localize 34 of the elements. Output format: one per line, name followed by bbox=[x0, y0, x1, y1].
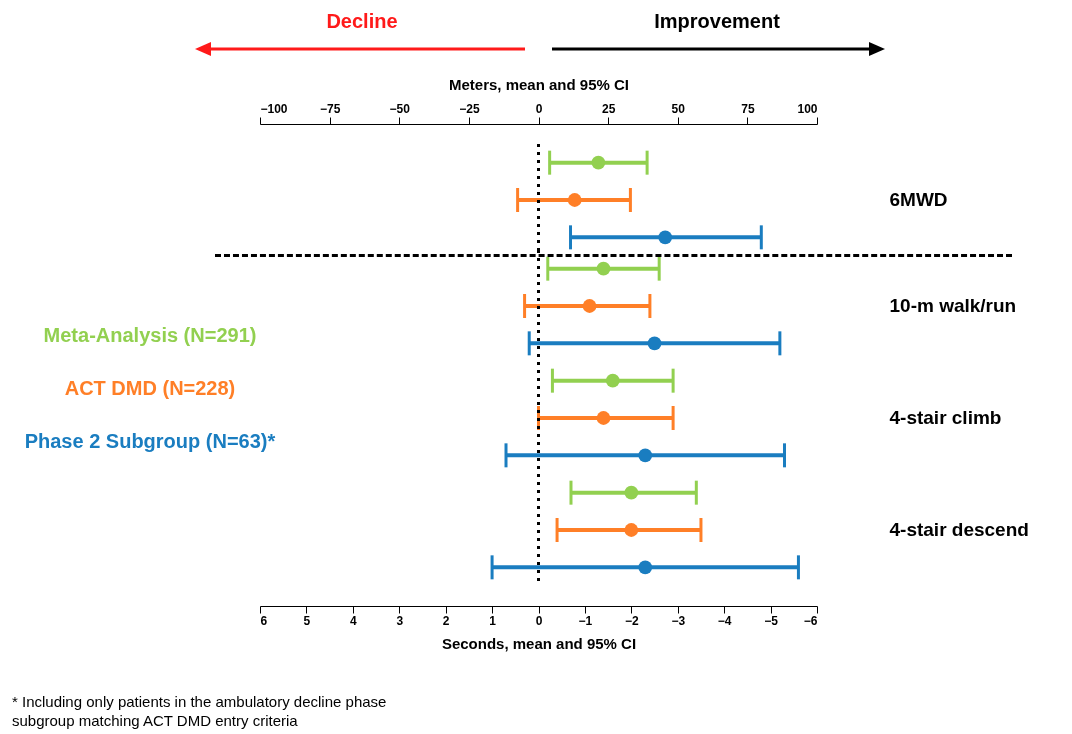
x-tick-label: −1 bbox=[578, 613, 593, 628]
x-tick-label: 3 bbox=[396, 613, 404, 628]
text: Phase 2 Subgroup (N=63)* bbox=[23, 430, 277, 453]
x-axis-title: Meters, mean and 95% CI bbox=[448, 75, 630, 93]
x-tick-label: 25 bbox=[601, 101, 616, 116]
text: Improvement bbox=[653, 10, 781, 33]
x-tick-label: −75 bbox=[319, 101, 341, 116]
x-tick-label: −2 bbox=[624, 613, 639, 628]
x-tick-label: 50 bbox=[671, 101, 686, 116]
x-tick-label: −6 bbox=[803, 613, 818, 628]
x-tick-label: 0 bbox=[535, 613, 543, 628]
x-tick-label: 0 bbox=[535, 101, 543, 116]
y-tick-label: 4-stair climb bbox=[889, 407, 1002, 428]
text: Decline bbox=[325, 10, 399, 33]
text: ACT DMD (N=228) bbox=[63, 377, 237, 400]
text: Meta-Analysis (N=291) bbox=[42, 324, 258, 347]
y-tick-label: 4-stair descend bbox=[889, 519, 1029, 540]
x-tick-label: 1 bbox=[489, 613, 497, 628]
x-tick-label: −100 bbox=[260, 101, 288, 116]
y-tick-label: 6MWD bbox=[889, 189, 948, 210]
x-axis-title: Seconds, mean and 95% CI bbox=[441, 634, 637, 652]
x-tick-label: 75 bbox=[741, 101, 755, 116]
y-tick-label: 10-m walk/run bbox=[889, 295, 1017, 316]
x-tick-label: −4 bbox=[717, 613, 732, 628]
x-tick-label: −50 bbox=[389, 101, 411, 116]
x-tick-label: −25 bbox=[459, 101, 480, 116]
x-tick-label: 5 bbox=[303, 613, 311, 628]
x-tick-label: −5 bbox=[764, 613, 779, 628]
x-tick-label: 4 bbox=[349, 613, 357, 628]
x-tick-label: 6 bbox=[260, 613, 268, 628]
x-tick-label: −3 bbox=[671, 613, 686, 628]
text: * Including only patients in the ambulatory decline phase subgroup matching ACT DMD entry criteria bbox=[12, 692, 388, 730]
x-tick-label: 2 bbox=[442, 613, 450, 628]
x-tick-label: 100 bbox=[797, 101, 818, 116]
